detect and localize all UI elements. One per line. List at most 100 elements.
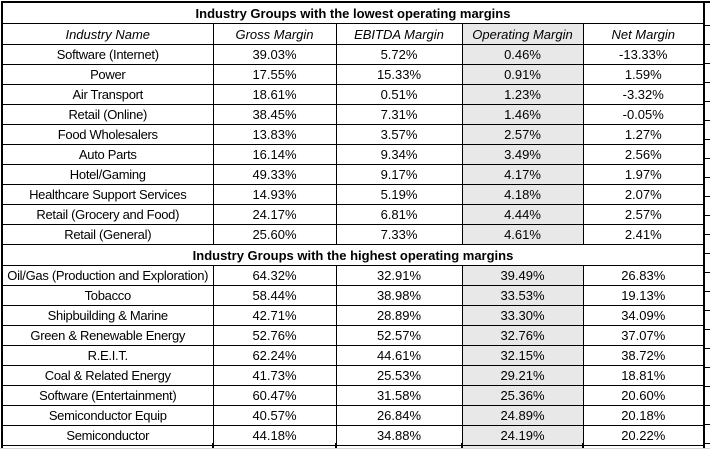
- operating-margin-cell: 24.89%: [461, 405, 584, 426]
- ebitda-margin-cell: 0.51%: [335, 84, 463, 105]
- gross-margin-cell: 60.47%: [212, 385, 337, 406]
- table-row: Hotel/Gaming 49.33% 9.17% 4.17% 1.97%: [1, 164, 705, 185]
- ebitda-margin-cell: 15.33%: [335, 64, 463, 85]
- gross-margin-cell: 17.55%: [212, 64, 337, 85]
- operating-margin-cell: 4.44%: [461, 204, 584, 225]
- ebitda-margin-cell: 32.91%: [335, 265, 463, 286]
- net-margin-cell: -13.33%: [582, 44, 705, 65]
- industry-name-cell: Software (Entertainment): [1, 385, 214, 406]
- gross-margin-cell: 62.24%: [212, 345, 337, 366]
- ebitda-margin-cell: 25.53%: [335, 365, 463, 386]
- gross-margin-cell: 42.71%: [212, 305, 337, 326]
- table-row: R.E.I.T. 62.24% 44.61% 32.15% 38.72%: [1, 345, 705, 366]
- operating-margin-cell: 4.18%: [461, 184, 584, 205]
- ebitda-margin-cell: 3.57%: [335, 124, 463, 145]
- industry-name-cell: Oil/Gas (Production and Exploration): [1, 265, 214, 286]
- industry-name-cell: Retail (General): [1, 224, 214, 245]
- net-margin-cell: 26.83%: [582, 265, 705, 286]
- section-title: Industry Groups with the highest operati…: [1, 244, 705, 266]
- industry-name-cell: Retail (Online): [1, 104, 214, 125]
- gross-margin-cell: 16.14%: [212, 144, 337, 165]
- industry-name-cell: R.E.I.T.: [1, 345, 214, 366]
- operating-margin-cell: 25.36%: [461, 385, 584, 406]
- table-row: Semiconductor Equip 40.57% 26.84% 24.89%…: [1, 405, 705, 426]
- gross-margin-cell: 41.73%: [212, 365, 337, 386]
- operating-margin-cell: 0.46%: [461, 44, 584, 65]
- gross-margin-cell: 44.18%: [212, 425, 337, 446]
- column-header-net-margin: Net Margin: [582, 23, 705, 45]
- table-row: Food Wholesalers 13.83% 3.57% 2.57% 1.27…: [1, 124, 705, 145]
- table-row: Air Transport 18.61% 0.51% 1.23% -3.32%: [1, 84, 705, 105]
- operating-margin-cell: 2.57%: [461, 124, 584, 145]
- ebitda-margin-cell: 5.72%: [335, 44, 463, 65]
- industry-name-cell: Green & Renewable Energy: [1, 325, 214, 346]
- gross-margin-cell: 38.45%: [212, 104, 337, 125]
- gridline-stub-bottom: [461, 443, 462, 449]
- ebitda-margin-cell: 9.34%: [335, 144, 463, 165]
- operating-margin-cell: 33.30%: [461, 305, 584, 326]
- industry-name-cell: Healthcare Support Services: [1, 184, 214, 205]
- net-margin-cell: 20.60%: [582, 385, 705, 406]
- operating-margin-cell: 4.61%: [461, 224, 584, 245]
- industry-name-cell: Shipbuilding & Marine: [1, 305, 214, 326]
- gross-margin-cell: 64.32%: [212, 265, 337, 286]
- net-margin-cell: 2.07%: [582, 184, 705, 205]
- ebitda-margin-cell: 52.57%: [335, 325, 463, 346]
- industry-name-cell: Food Wholesalers: [1, 124, 214, 145]
- ebitda-margin-cell: 7.31%: [335, 104, 463, 125]
- gridline-stubs-right: [704, 25, 710, 444]
- section-title-row: Industry Groups with the highest operati…: [1, 244, 705, 266]
- ebitda-margin-cell: 26.84%: [335, 405, 463, 426]
- net-margin-cell: 34.09%: [582, 305, 705, 326]
- gross-margin-cell: 18.61%: [212, 84, 337, 105]
- section-title: Industry Groups with the lowest operatin…: [1, 1, 705, 24]
- gridline-stub-bottom: [582, 443, 583, 449]
- net-margin-cell: 20.22%: [582, 425, 705, 446]
- operating-margin-cell: 0.91%: [461, 64, 584, 85]
- gross-margin-cell: 13.83%: [212, 124, 337, 145]
- column-header-ebitda-margin: EBITDA Margin: [335, 23, 463, 45]
- gridline-stub-bottom: [703, 443, 704, 449]
- net-margin-cell: 38.72%: [582, 345, 705, 366]
- ebitda-margin-cell: 44.61%: [335, 345, 463, 366]
- net-margin-cell: 37.07%: [582, 325, 705, 346]
- net-margin-cell: -3.32%: [582, 84, 705, 105]
- net-margin-cell: 1.27%: [582, 124, 705, 145]
- net-margin-cell: -0.05%: [582, 104, 705, 125]
- column-header-industry-name: Industry Name: [1, 23, 214, 45]
- table-row: Retail (Online) 38.45% 7.31% 1.46% -0.05…: [1, 104, 705, 125]
- section-highest-margins: Industry Groups with the highest operati…: [1, 244, 705, 449]
- operating-margin-cell: 32.76%: [461, 325, 584, 346]
- table-row: Coal & Related Energy 41.73% 25.53% 29.2…: [1, 365, 705, 386]
- table-row: Power 17.55% 15.33% 0.91% 1.59%: [1, 64, 705, 85]
- operating-margin-cell: 3.49%: [461, 144, 584, 165]
- gross-margin-cell: 58.44%: [212, 285, 337, 306]
- column-header-gross-margin: Gross Margin: [212, 23, 337, 45]
- operating-margin-cell: 1.23%: [461, 84, 584, 105]
- net-margin-cell: 2.41%: [582, 224, 705, 245]
- net-margin-cell: 1.97%: [582, 164, 705, 185]
- industry-name-cell: Hotel/Gaming: [1, 164, 214, 185]
- industry-name-cell: Power: [1, 64, 214, 85]
- net-margin-cell: 2.57%: [582, 204, 705, 225]
- table-row: Oil/Gas (Production and Exploration) 64.…: [1, 265, 705, 286]
- net-margin-cell: 19.13%: [582, 285, 705, 306]
- gross-margin-cell: 52.76%: [212, 325, 337, 346]
- operating-margin-cell: 29.21%: [461, 365, 584, 386]
- column-header-operating-margin: Operating Margin: [461, 23, 584, 45]
- table-row: Tobacco 58.44% 38.98% 33.53% 19.13%: [1, 285, 705, 306]
- table-row: Retail (General) 25.60% 7.33% 4.61% 2.41…: [1, 224, 705, 245]
- operating-margin-cell: 4.17%: [461, 164, 584, 185]
- industry-name-cell: Air Transport: [1, 84, 214, 105]
- ebitda-margin-cell: 7.33%: [335, 224, 463, 245]
- industry-name-cell: Semiconductor Equip: [1, 405, 214, 426]
- industry-name-cell: Coal & Related Energy: [1, 365, 214, 386]
- table-row: Shipbuilding & Marine 42.71% 28.89% 33.3…: [1, 305, 705, 326]
- section-lowest-margins: Industry Groups with the lowest operatin…: [1, 1, 705, 245]
- ebitda-margin-cell: 5.19%: [335, 184, 463, 205]
- gridline-stub-bottom: [335, 443, 336, 449]
- table-row: Semiconductor 44.18% 34.88% 24.19% 20.22…: [1, 425, 705, 446]
- section-title-row: Industry Groups with the lowest operatin…: [1, 1, 705, 24]
